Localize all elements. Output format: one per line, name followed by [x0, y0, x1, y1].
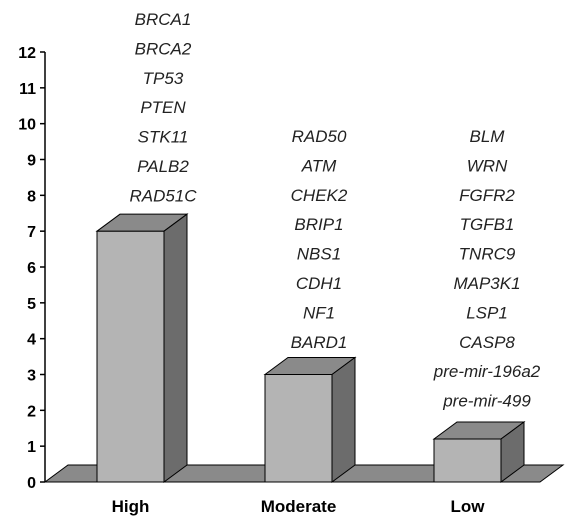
gene-label: CHEK2 — [291, 186, 348, 205]
bar-front — [433, 438, 502, 483]
gene-label: CDH1 — [296, 274, 342, 293]
gene-label: pre-mir-499 — [442, 392, 531, 411]
y-tick-label: 1 — [27, 439, 36, 456]
bar — [263, 356, 357, 483]
gene-label: BLM — [470, 127, 506, 146]
gene-label: STK11 — [138, 128, 189, 147]
gene-label: LSP1 — [466, 303, 508, 322]
gene-label: RAD51C — [129, 186, 197, 205]
y-tick-label: 11 — [19, 81, 36, 98]
bar — [95, 213, 189, 483]
y-tick-label: 4 — [27, 332, 36, 349]
y-tick-label: 6 — [27, 260, 36, 277]
gene-label: BARD1 — [291, 333, 348, 352]
gene-label: RAD50 — [292, 127, 347, 146]
gene-label: PTEN — [140, 98, 186, 117]
bar-front — [264, 374, 333, 483]
bar-side — [163, 213, 188, 483]
gene-label: FGFR2 — [459, 186, 515, 205]
y-tick-label: 3 — [27, 368, 36, 385]
bar-front — [96, 230, 165, 483]
y-tick-label: 9 — [27, 153, 36, 170]
bar — [432, 421, 526, 483]
y-tick-label: 7 — [27, 224, 36, 241]
gene-label: PALB2 — [137, 157, 189, 176]
gene-label: NF1 — [303, 303, 335, 322]
gene-label: WRN — [467, 156, 508, 175]
y-tick-label: 10 — [18, 117, 36, 134]
gene-label: TNRC9 — [459, 245, 516, 264]
gene-label: BRCA1 — [135, 10, 192, 29]
gene-label: BRCA2 — [135, 39, 192, 58]
gene-label: CASP8 — [459, 333, 515, 352]
y-tick-label: 5 — [27, 296, 36, 313]
gene-label: BRIP1 — [294, 215, 343, 234]
gene-label: MAP3K1 — [453, 274, 520, 293]
y-tick-label: 0 — [27, 475, 36, 492]
y-tick-label: 2 — [27, 403, 36, 420]
category-label: High — [112, 497, 150, 516]
category-label: Low — [451, 497, 486, 516]
gene-label: TP53 — [143, 69, 184, 88]
category-label: Moderate — [261, 497, 337, 516]
gene-label: TGFB1 — [460, 215, 515, 234]
gene-label: pre-mir-196a2 — [433, 362, 541, 381]
bar-side — [500, 421, 525, 483]
bar-side — [331, 356, 356, 483]
y-tick-label: 12 — [18, 45, 36, 62]
y-tick-label: 8 — [27, 188, 36, 205]
gene-label: ATM — [301, 156, 337, 175]
gene-label: NBS1 — [297, 245, 341, 264]
